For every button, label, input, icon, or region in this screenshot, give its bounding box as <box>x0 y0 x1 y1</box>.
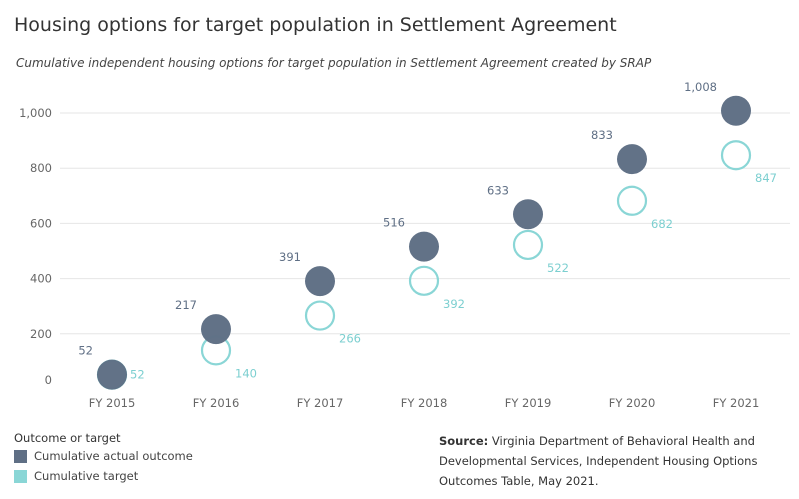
source-text: Virginia Department of Behavioral Health… <box>439 434 758 488</box>
x-tick-label: FY 2017 <box>297 396 344 410</box>
actual-point <box>721 95 751 126</box>
y-tick-label: 800 <box>30 161 52 175</box>
target-data-label: 52 <box>130 368 145 382</box>
target-point <box>408 265 440 296</box>
actual-data-label: 833 <box>591 128 613 142</box>
legend-swatch-actual <box>14 449 27 463</box>
target-data-label: 392 <box>443 297 465 311</box>
actual-point <box>97 359 127 390</box>
actual-data-label: 391 <box>279 250 301 264</box>
x-tick-label: FY 2020 <box>609 396 656 410</box>
target-data-label: 522 <box>547 261 569 275</box>
actual-data-label: 633 <box>487 183 509 197</box>
target-point <box>512 229 544 261</box>
legend-label-actual: Cumulative actual outcome <box>34 449 193 463</box>
y-tick-label: 200 <box>30 327 52 341</box>
y-tick-label: 400 <box>30 272 52 286</box>
actual-point <box>617 144 647 175</box>
y-tick-label: 1,000 <box>19 106 52 120</box>
actual-data-label: 516 <box>383 216 405 230</box>
target-point <box>720 140 752 171</box>
chart-subtitle: Cumulative independent housing options f… <box>16 56 652 70</box>
target-data-label: 682 <box>651 217 673 231</box>
legend-label-target: Cumulative target <box>34 469 139 483</box>
source-label: Source: <box>439 434 489 448</box>
x-tick-label: FY 2015 <box>89 396 136 410</box>
actual-point <box>305 266 335 297</box>
target-data-label: 847 <box>755 171 777 185</box>
target-point <box>304 300 336 331</box>
actual-point <box>201 314 231 345</box>
actual-point <box>513 199 543 230</box>
x-tick-label: FY 2021 <box>713 396 760 410</box>
legend-item-actual[interactable]: Cumulative actual outcome <box>14 449 193 463</box>
target-point <box>616 185 648 216</box>
chart-title: Housing options for target population in… <box>14 14 617 36</box>
y-tick-label: 600 <box>30 216 52 230</box>
x-tick-label: FY 2016 <box>193 396 240 410</box>
source-note: Source: Virginia Department of Behaviora… <box>439 431 779 491</box>
actual-data-label: 52 <box>78 344 93 358</box>
actual-point <box>409 231 439 262</box>
legend-title: Outcome or target <box>14 431 121 445</box>
x-tick-label: FY 2019 <box>505 396 552 410</box>
x-tick-label: FY 2018 <box>401 396 448 410</box>
actual-data-label: 1,008 <box>684 80 717 94</box>
scatter-chart: 0 200 400 600 800 1,000 FY 2015 FY 2016 FY 2017 F… <box>19 80 790 410</box>
target-data-label: 266 <box>339 332 361 346</box>
legend-swatch-target <box>14 469 27 483</box>
y-tick-label: 0 <box>45 373 52 387</box>
legend-item-target[interactable]: Cumulative target <box>14 469 138 483</box>
target-data-label: 140 <box>235 366 257 380</box>
actual-data-label: 217 <box>175 298 197 312</box>
